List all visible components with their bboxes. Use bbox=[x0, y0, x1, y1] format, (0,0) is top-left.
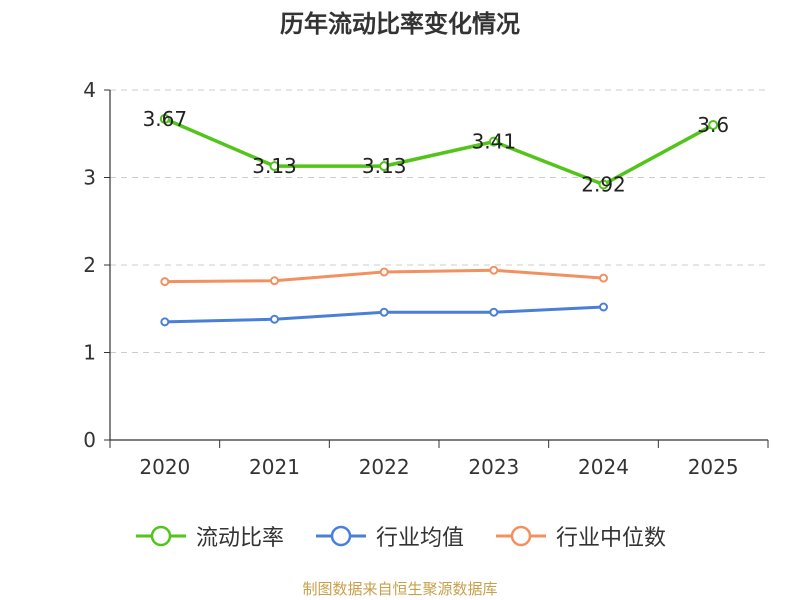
data-label: 3.13 bbox=[362, 154, 407, 178]
data-point bbox=[270, 276, 279, 286]
data-point bbox=[160, 277, 170, 287]
data-point bbox=[379, 267, 389, 277]
data-point bbox=[379, 161, 390, 172]
y-tick-label: 4 bbox=[83, 78, 96, 102]
data-point bbox=[159, 113, 170, 124]
data-point bbox=[269, 161, 280, 172]
series-line-0 bbox=[164, 117, 715, 187]
legend-swatch-icon bbox=[315, 525, 366, 547]
legend-swatch-icon bbox=[496, 525, 546, 547]
legend-item[interactable]: 行业中位数 bbox=[494, 520, 666, 552]
legend-item[interactable]: 流动比率 bbox=[134, 520, 284, 552]
legend-swatch-icon bbox=[135, 525, 186, 547]
data-point bbox=[708, 120, 719, 130]
data-label: 2.92 bbox=[581, 173, 626, 197]
data-point bbox=[489, 265, 499, 275]
source-note: 制图数据来自恒生聚源数据库 bbox=[302, 580, 498, 598]
y-tick-label: 2 bbox=[83, 253, 96, 277]
chart-title: 历年流动比率变化情况 bbox=[280, 10, 520, 38]
legend-label: 流动比率 bbox=[195, 526, 284, 551]
y-tick-label: 3 bbox=[83, 166, 96, 190]
x-tick-label: 2025 bbox=[688, 455, 739, 479]
data-label: 3.6 bbox=[697, 113, 729, 137]
data-label: 3.41 bbox=[472, 130, 517, 154]
legend-item[interactable]: 行业均值 bbox=[314, 520, 464, 552]
data-point bbox=[598, 179, 609, 190]
data-point bbox=[599, 273, 608, 283]
data-label: 3.13 bbox=[252, 154, 297, 178]
data-point bbox=[489, 307, 499, 317]
data-point bbox=[379, 307, 389, 317]
x-tick-label: 2020 bbox=[139, 455, 190, 479]
x-tick-label: 2023 bbox=[468, 455, 519, 479]
x-tick-label: 2024 bbox=[578, 455, 629, 479]
legend: 流动比率 行业均值 行业中位数 bbox=[0, 520, 800, 552]
data-point bbox=[599, 302, 608, 312]
data-point bbox=[488, 136, 499, 147]
legend-label: 行业中位数 bbox=[556, 526, 667, 551]
legend-label: 行业均值 bbox=[375, 526, 464, 551]
y-tick-label: 0 bbox=[83, 428, 96, 452]
data-point bbox=[160, 317, 170, 327]
y-tick-label: 1 bbox=[83, 341, 96, 365]
x-tick-label: 2022 bbox=[359, 455, 410, 479]
data-label: 3.67 bbox=[143, 107, 188, 131]
data-point bbox=[270, 314, 279, 324]
x-tick-label: 2021 bbox=[249, 455, 300, 479]
